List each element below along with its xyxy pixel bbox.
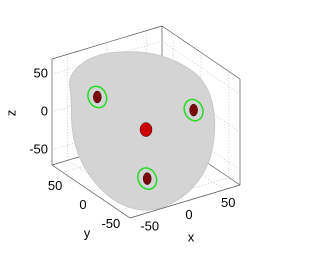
y-tick-label: 0 [79, 197, 86, 212]
y-tick-label: 50 [48, 178, 62, 193]
x-tick-label: -50 [140, 219, 159, 234]
marks [87, 85, 204, 191]
point [189, 103, 198, 117]
grid-line [161, 40, 241, 95]
x-axis-label: x [188, 229, 195, 244]
y-tick-label: -50 [101, 216, 120, 231]
point [139, 122, 153, 137]
z-tick-label: 50 [34, 66, 48, 81]
x-tick-label: 0 [185, 207, 192, 222]
y-axis-label: y [84, 225, 91, 240]
point [142, 172, 152, 185]
z-tick-label: 0 [41, 103, 48, 118]
chart: z y x -50 0 50 -50 0 50 -50 0 50 [3, 25, 241, 244]
z-tick-label: -50 [29, 141, 48, 156]
z-axis-label: z [3, 110, 18, 117]
x-tick-label: 50 [221, 195, 235, 210]
electrode-ring [137, 167, 158, 191]
point [93, 90, 102, 104]
electrode-ring [183, 98, 204, 122]
electrode-ring [87, 85, 108, 109]
